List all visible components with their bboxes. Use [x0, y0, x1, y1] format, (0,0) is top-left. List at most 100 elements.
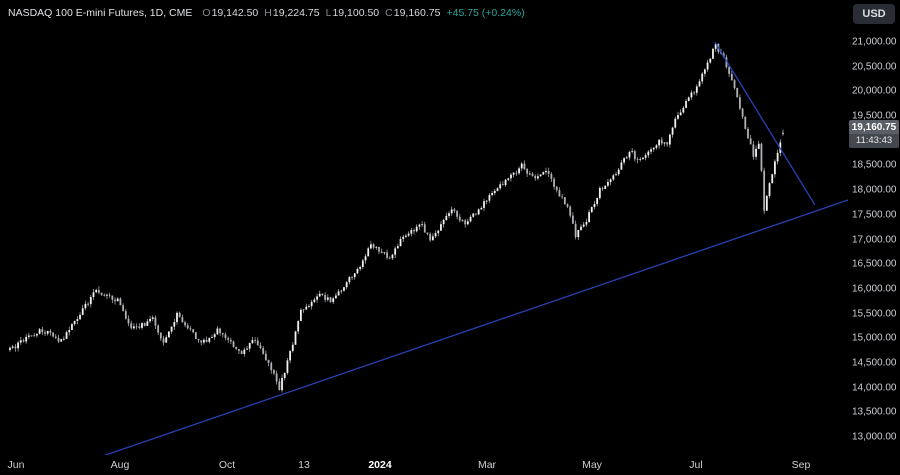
- symbol-legend[interactable]: NASDAQ 100 E-mini Futures, 1D, CME O19,14…: [8, 7, 525, 19]
- candle: [52, 332, 54, 337]
- candle: [695, 86, 698, 93]
- candle: [744, 116, 747, 129]
- candle: [493, 190, 496, 194]
- candle: [442, 220, 445, 225]
- candle: [512, 172, 515, 175]
- candle: [501, 184, 504, 186]
- candle: [378, 246, 380, 252]
- candle: [429, 234, 432, 241]
- candle: [227, 338, 230, 340]
- candle: [582, 224, 585, 227]
- candle: [728, 67, 731, 74]
- candle: [22, 340, 25, 342]
- price-scale-tick: 14,500.00: [852, 357, 897, 369]
- candle: [356, 268, 359, 274]
- price-scale-tick: 15,000.00: [852, 332, 897, 344]
- candle: [259, 345, 262, 349]
- candle: [41, 329, 44, 333]
- time-scale-tick: Jun: [7, 459, 25, 471]
- candle: [254, 340, 256, 341]
- candle: [569, 206, 572, 216]
- candle: [208, 337, 211, 342]
- currency-toggle-button[interactable]: USD: [853, 4, 895, 24]
- candle: [11, 346, 14, 348]
- price-scale-tick: 14,000.00: [852, 382, 897, 394]
- candle: [693, 92, 696, 94]
- low-value: 19,100.50: [332, 7, 380, 19]
- candle: [54, 336, 57, 338]
- candle: [437, 230, 440, 234]
- change-value: +45.75 (+0.24%): [446, 7, 525, 19]
- candle: [340, 290, 343, 292]
- candle: [469, 216, 472, 222]
- candle: [57, 337, 60, 342]
- candle: [604, 185, 607, 189]
- countdown-timer: 11:43:43: [849, 133, 899, 148]
- price-scale-tick: 16,000.00: [852, 283, 897, 295]
- candle: [364, 256, 367, 261]
- candle: [108, 294, 111, 296]
- candle: [499, 184, 502, 189]
- candle: [149, 318, 151, 322]
- candle: [216, 328, 219, 335]
- last-price-label: 19,160.75 11:43:43: [849, 119, 899, 148]
- candle: [580, 226, 582, 230]
- candle: [203, 339, 205, 343]
- candle: [668, 134, 671, 145]
- candle: [92, 292, 95, 297]
- candle: [270, 362, 273, 371]
- candle: [353, 273, 356, 278]
- price-scale-tick: 21,000.00: [852, 36, 897, 48]
- candle: [623, 158, 625, 163]
- candle: [523, 163, 526, 170]
- candle: [747, 128, 749, 139]
- candle: [418, 224, 421, 227]
- candle: [415, 226, 418, 232]
- candle: [585, 222, 588, 225]
- candle: [95, 289, 98, 293]
- candle: [138, 326, 141, 328]
- candle: [25, 336, 28, 342]
- candle: [154, 317, 157, 326]
- candle: [601, 188, 604, 189]
- candle: [294, 331, 297, 345]
- candle: [375, 246, 378, 248]
- price-scale[interactable]: 21,000.0020,500.0020,000.0019,500.0019,0…: [848, 0, 900, 455]
- candle: [625, 157, 628, 159]
- candle: [186, 325, 189, 329]
- candle: [281, 377, 283, 391]
- candle: [555, 186, 558, 191]
- candlestick-chart[interactable]: [0, 0, 900, 455]
- candle: [165, 337, 168, 343]
- candle: [453, 209, 456, 211]
- symbol-title[interactable]: NASDAQ 100 E-mini Futures, 1D, CME: [8, 7, 193, 19]
- candle: [213, 334, 216, 338]
- candle: [36, 333, 38, 336]
- candle: [526, 169, 529, 174]
- candle: [394, 248, 397, 255]
- ascending-support-trendline[interactable]: [85, 199, 849, 455]
- candle: [192, 329, 195, 333]
- candle: [38, 329, 41, 334]
- candle: [60, 339, 63, 342]
- candle: [264, 353, 267, 360]
- candle: [87, 303, 90, 305]
- candle: [194, 332, 197, 339]
- candle: [30, 335, 33, 337]
- candle: [103, 294, 106, 296]
- descending-resistance-trendline[interactable]: [714, 41, 816, 206]
- candle: [159, 332, 162, 339]
- candle: [383, 252, 386, 254]
- candle: [547, 171, 550, 174]
- time-scale-tick: 13: [298, 459, 310, 471]
- candle: [423, 224, 426, 233]
- candle: [650, 149, 652, 152]
- candle: [343, 287, 345, 291]
- candle: [596, 198, 599, 204]
- candle: [396, 246, 399, 249]
- candle: [410, 230, 413, 234]
- candle: [275, 373, 278, 382]
- time-scale[interactable]: Jun Aug Oct 13 2024 Mar May Jul Sep: [0, 455, 900, 475]
- candle: [434, 233, 437, 237]
- price-scale-tick: 20,500.00: [852, 61, 897, 73]
